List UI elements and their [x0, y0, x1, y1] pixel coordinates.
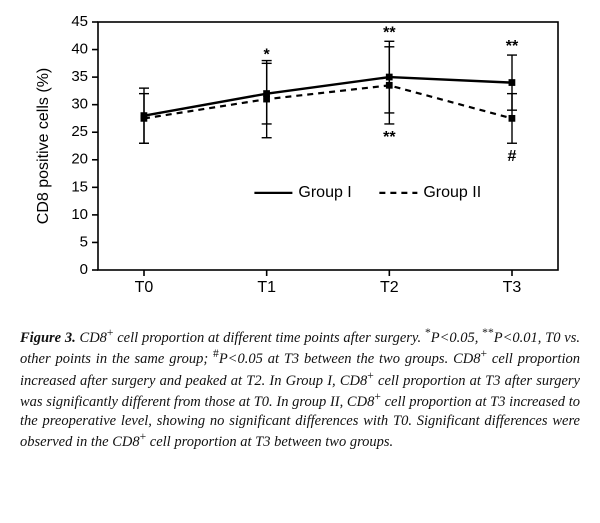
figure-caption: Figure 3. CD8+ cell proportion at differ…	[20, 326, 580, 451]
sup-dstar: **	[482, 326, 494, 339]
line-chart: 0 5 10 15 20 25 30 35 40 45 CD8 positive cells (%)…	[20, 12, 580, 312]
sig-label-bottom: **	[383, 129, 396, 146]
caption-text: CD8	[76, 330, 107, 346]
caption-text: cell proportion at T3 between two groups…	[146, 434, 393, 450]
y-tick-label: 40	[71, 41, 88, 58]
x-tick-label: T2	[380, 279, 399, 296]
sig-label-top: *	[264, 46, 271, 63]
figure-container: 0 5 10 15 20 25 30 35 40 45 CD8 positive cells (%)…	[0, 0, 600, 467]
sig-label-bottom: #	[508, 148, 517, 165]
x-tick-label: T3	[503, 279, 522, 296]
x-tick-label: T0	[135, 279, 154, 296]
series-marker	[386, 82, 393, 89]
y-tick-label: 20	[71, 151, 88, 168]
y-tick-label: 15	[71, 178, 88, 195]
caption-text: cell proportion at different time points…	[113, 330, 424, 346]
series-marker	[386, 74, 393, 81]
sig-label-top: **	[383, 24, 396, 41]
series-marker	[509, 79, 516, 86]
y-tick-label: 10	[71, 206, 88, 223]
series-marker	[509, 115, 516, 122]
y-axis-label: CD8 positive cells (%)	[35, 68, 52, 224]
series-marker	[263, 96, 270, 103]
figure-label: Figure 3.	[20, 330, 76, 346]
y-tick-label: 30	[71, 96, 88, 113]
caption-text: P<0.05,	[431, 330, 482, 346]
y-tick-label: 0	[80, 261, 88, 278]
series-marker	[141, 115, 148, 122]
chart-area: 0 5 10 15 20 25 30 35 40 45 CD8 positive cells (%)…	[20, 12, 580, 312]
y-tick-label: 45	[71, 13, 88, 30]
sig-label-top: **	[506, 38, 519, 55]
y-tick-label: 25	[71, 123, 88, 140]
y-tick-label: 35	[71, 68, 88, 85]
legend-label: Group II	[423, 184, 481, 201]
y-tick-label: 5	[80, 233, 88, 250]
legend-label: Group I	[298, 184, 351, 201]
caption-text: P<0.05 at T3 between the two groups. CD8	[219, 351, 481, 367]
x-tick-label: T1	[257, 279, 276, 296]
chart-bg	[20, 12, 580, 312]
